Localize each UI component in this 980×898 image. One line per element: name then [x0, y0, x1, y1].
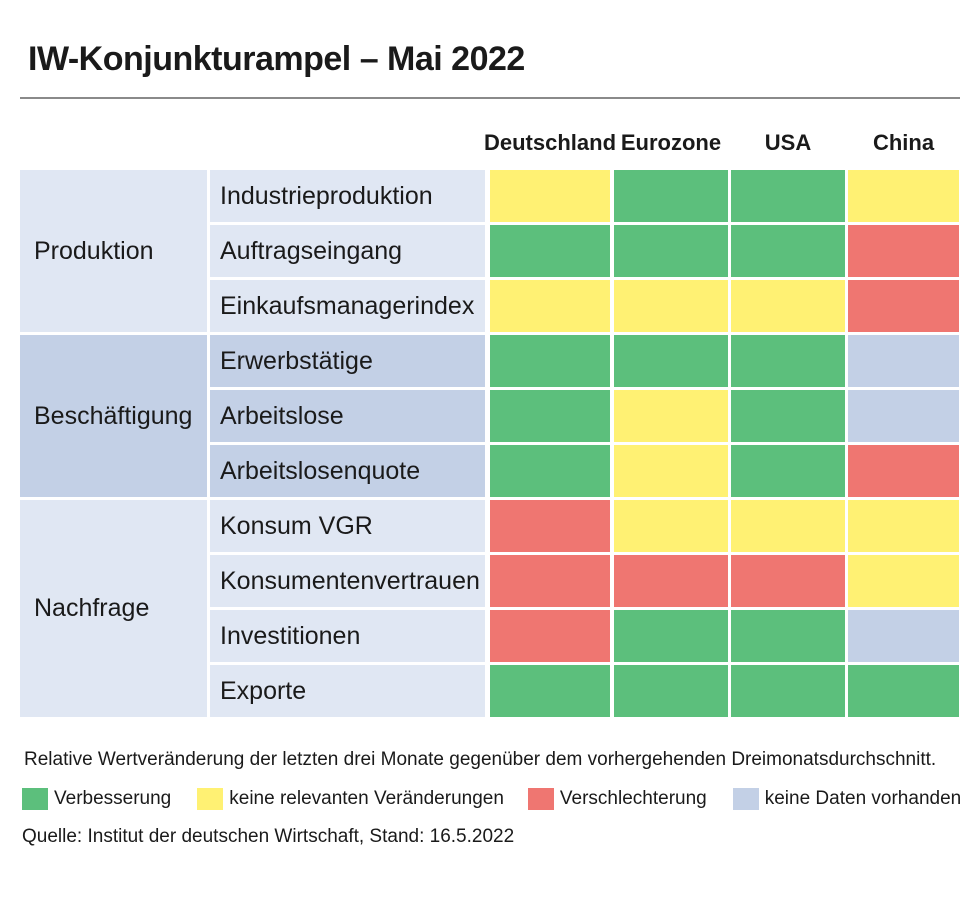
status-cell [848, 445, 959, 497]
legend-swatch-nodata [732, 788, 759, 810]
status-cell [490, 445, 610, 497]
status-cell [490, 555, 610, 607]
status-cell [490, 610, 610, 662]
column-header-usa: USA [764, 130, 812, 155]
legend: Verbesserung keine relevanten Veränderun… [22, 786, 961, 812]
status-cell [731, 610, 845, 662]
legend-item-deterioration: Verschlechterung [527, 788, 707, 810]
status-cell [614, 610, 728, 662]
group-label: Beschäftigung [20, 335, 207, 497]
legend-item-no-change: keine relevanten Veränderungen [197, 788, 504, 810]
status-cell [614, 555, 728, 607]
row-label: Arbeitslose [210, 390, 485, 442]
status-cell [731, 225, 845, 277]
legend-item-improvement: Verbesserung [22, 788, 171, 810]
status-cell [490, 390, 610, 442]
status-cell [490, 225, 610, 277]
status-cell [490, 665, 610, 717]
status-cell [731, 445, 845, 497]
row-label: Erwerbstätige [210, 335, 485, 387]
row-label: Arbeitslosenquote [210, 445, 485, 497]
status-cell [490, 335, 610, 387]
status-cell [848, 335, 959, 387]
status-cell [731, 280, 845, 332]
legend-label: Verbesserung [54, 788, 172, 809]
status-cell [614, 170, 728, 222]
status-cell [614, 280, 728, 332]
status-cell [731, 665, 845, 717]
row-label: Einkaufsmanagerindex [210, 280, 485, 332]
row-label: Exporte [210, 665, 485, 717]
status-cell [848, 390, 959, 442]
status-cell [848, 555, 959, 607]
row-label: Investitionen [210, 610, 485, 662]
status-cell [731, 555, 845, 607]
group-label: Produktion [20, 170, 207, 332]
group-label: Nachfrage [20, 500, 207, 717]
status-cell [848, 225, 959, 277]
title-divider [20, 97, 960, 99]
status-cell [614, 225, 728, 277]
legend-swatch-green [22, 788, 48, 810]
legend-swatch-red [527, 788, 554, 810]
status-cell [614, 665, 728, 717]
source-note: Quelle: Institut der deutschen Wirtschaf… [22, 826, 515, 847]
row-label: Konsumentenvertrauen [210, 555, 485, 607]
footnote: Relative Wertveränderung der letzten dre… [24, 749, 937, 770]
status-cell [731, 335, 845, 387]
status-cell [614, 500, 728, 552]
status-cell [614, 445, 728, 497]
row-label: Konsum VGR [210, 500, 485, 552]
status-cell [731, 500, 845, 552]
status-cell [490, 500, 610, 552]
status-cell [731, 390, 845, 442]
legend-label: keine relevanten Veränderungen [229, 788, 504, 809]
column-header-deutschland: Deutschland [483, 130, 617, 155]
status-cell [848, 500, 959, 552]
status-cell [731, 170, 845, 222]
row-label: Industrieproduktion [210, 170, 485, 222]
row-label: Auftragseingang [210, 225, 485, 277]
status-cell [614, 335, 728, 387]
status-cell [490, 280, 610, 332]
legend-label: Verschlechterung [559, 788, 707, 809]
status-cell [848, 170, 959, 222]
column-header-china: China [872, 130, 935, 155]
status-cell [848, 665, 959, 717]
status-cell [848, 610, 959, 662]
column-header-eurozone: Eurozone [620, 130, 722, 155]
legend-swatch-yellow [197, 788, 224, 810]
chart-title: IW-Konjunkturampel – Mai 2022 [28, 40, 525, 78]
status-cell [614, 390, 728, 442]
status-cell [490, 170, 610, 222]
legend-item-no-data: keine Daten vorhanden [732, 788, 962, 810]
legend-label: keine Daten vorhanden [764, 788, 962, 809]
status-cell [848, 280, 959, 332]
